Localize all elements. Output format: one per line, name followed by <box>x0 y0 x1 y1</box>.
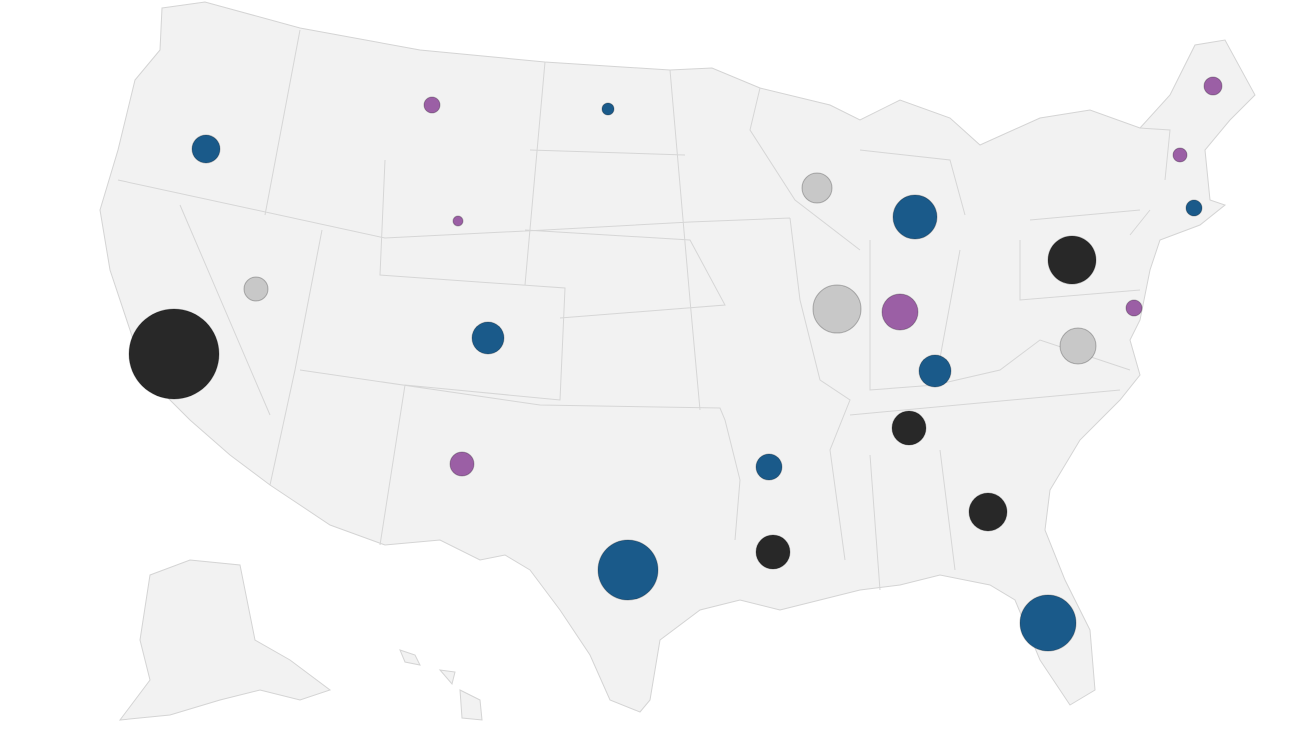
bubble <box>601 102 615 116</box>
bubble <box>243 276 269 302</box>
bubble <box>191 134 221 164</box>
state-border <box>117 29 1171 591</box>
bubble <box>755 534 791 570</box>
bubble <box>801 172 833 204</box>
state-borders <box>117 29 1171 591</box>
bubble <box>1019 594 1077 652</box>
bubble <box>891 410 927 446</box>
bubble <box>128 308 220 400</box>
bubble <box>1125 299 1143 317</box>
bubble <box>918 354 952 388</box>
alaska <box>118 559 332 721</box>
contiguous-us <box>99 1 1256 713</box>
bubble <box>452 215 464 227</box>
bubble <box>755 453 783 481</box>
bubble <box>1047 235 1097 285</box>
bubble <box>423 96 441 114</box>
bubble <box>449 451 475 477</box>
bubble <box>1172 147 1188 163</box>
bubbles <box>128 76 1223 652</box>
bubble <box>471 321 505 355</box>
bubble <box>1203 76 1223 96</box>
bubble <box>597 539 659 601</box>
bubble <box>1059 327 1097 365</box>
hawaii <box>399 649 483 721</box>
bubble <box>968 492 1008 532</box>
bubble <box>892 194 938 240</box>
bubble <box>812 284 862 334</box>
bubble <box>881 293 919 331</box>
bubble <box>1185 199 1203 217</box>
